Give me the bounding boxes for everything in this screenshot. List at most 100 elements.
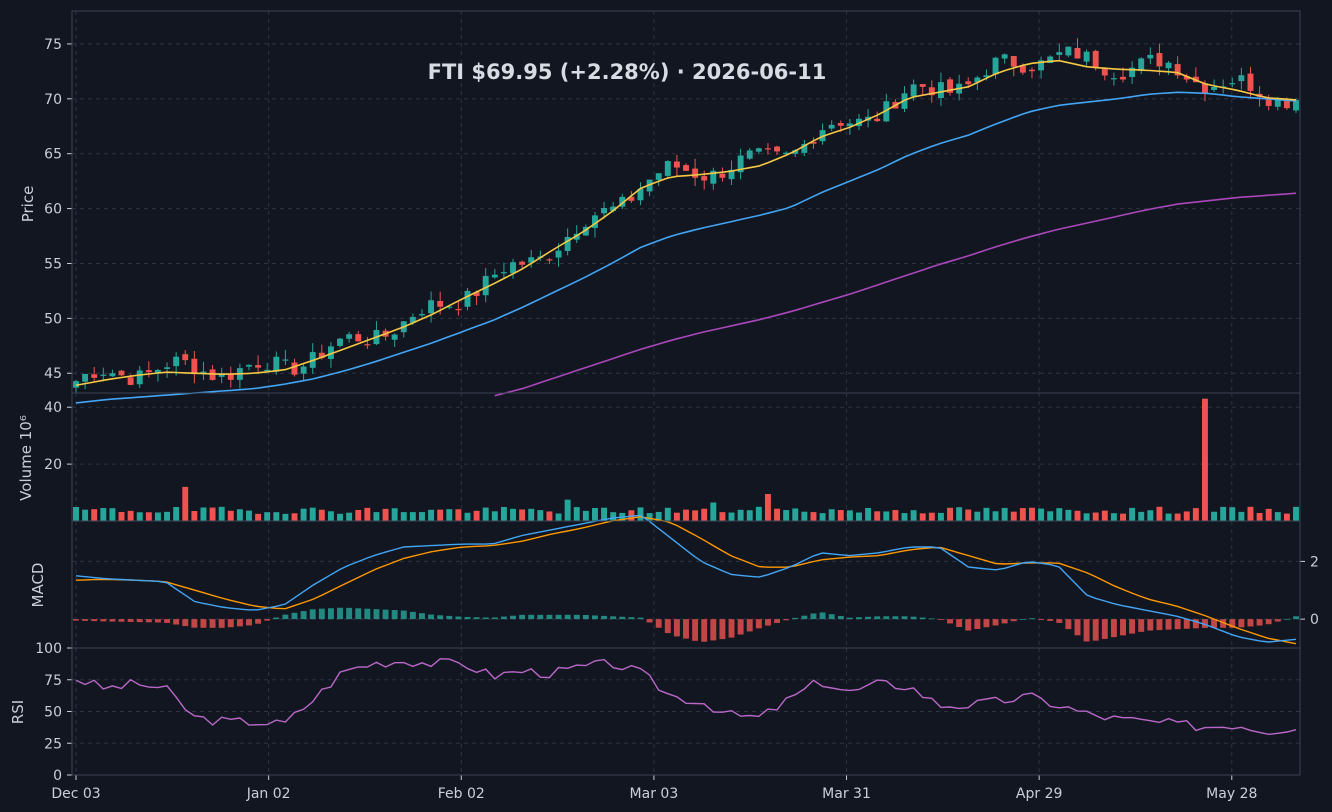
candle-body xyxy=(227,373,234,380)
candle-body xyxy=(437,300,444,307)
volume-bar xyxy=(519,509,526,521)
macd-histogram-bar xyxy=(1211,619,1218,628)
candle-body xyxy=(264,369,271,371)
macd-histogram-bar xyxy=(728,619,735,638)
candle-body xyxy=(637,188,644,201)
volume-bar xyxy=(974,511,981,521)
volume-bar xyxy=(582,510,589,521)
volume-bar xyxy=(1029,507,1035,521)
candle-body xyxy=(109,373,116,377)
candle-body xyxy=(273,356,280,372)
macd-histogram-bar xyxy=(1229,619,1236,628)
macd-histogram-bar xyxy=(136,619,143,623)
macd-histogram-bar xyxy=(419,613,425,620)
candle-body xyxy=(1201,83,1208,94)
volume-bar xyxy=(136,512,143,521)
macd-histogram-bar xyxy=(673,619,680,637)
price-panel xyxy=(73,38,1299,404)
volume-bar xyxy=(327,511,334,521)
volume-bar xyxy=(728,512,735,521)
macd-histogram-bar xyxy=(801,615,808,620)
macd-histogram-bar xyxy=(382,609,389,620)
volume-bar xyxy=(846,510,853,521)
candle-body xyxy=(91,374,98,378)
candle-body xyxy=(673,161,680,168)
volume-bar xyxy=(318,509,325,521)
volume-bar xyxy=(246,510,252,521)
volume-bar xyxy=(865,507,872,521)
candle-body xyxy=(801,143,808,153)
candle-body xyxy=(783,152,790,155)
candle-body xyxy=(1283,99,1290,109)
volume-bar xyxy=(1201,398,1208,521)
candle-body xyxy=(591,215,598,228)
macd-histogram-bar xyxy=(264,619,271,621)
macd-histogram-bar xyxy=(528,614,535,620)
macd-histogram-bar xyxy=(1110,619,1117,638)
volume-bar xyxy=(601,507,608,521)
macd-histogram-bar xyxy=(200,619,207,628)
macd-histogram-bar xyxy=(856,617,862,620)
macd-histogram-bar xyxy=(919,617,926,620)
volume-bar xyxy=(236,509,243,521)
volume-bar xyxy=(1256,512,1263,521)
volume-bar xyxy=(810,512,817,521)
macd-histogram-bar xyxy=(555,614,562,620)
macd-histogram-bar xyxy=(236,619,243,627)
candle-body xyxy=(1029,69,1035,72)
candle-body xyxy=(318,352,325,358)
macd-histogram-bar xyxy=(300,611,307,620)
macd-histogram-bar xyxy=(764,619,771,626)
candle-body xyxy=(1274,98,1281,107)
macd-histogram-bar xyxy=(628,617,635,620)
rsi-y-tick-label: 0 xyxy=(53,768,62,784)
macd-histogram-bar xyxy=(227,619,234,628)
macd-histogram-bar xyxy=(1038,619,1045,620)
candle-body xyxy=(528,257,535,263)
candle-body xyxy=(1174,64,1181,76)
volume-bar xyxy=(610,512,617,521)
volume-bar xyxy=(1174,513,1181,521)
macd-histogram-bar xyxy=(910,616,917,620)
macd-histogram-bar xyxy=(1201,619,1208,628)
volume-bar xyxy=(127,510,134,521)
candle-body xyxy=(601,208,608,214)
candle-body xyxy=(1092,50,1099,69)
volume-bar xyxy=(646,513,653,521)
candle-body xyxy=(828,124,835,129)
volume-bar xyxy=(710,502,717,521)
macd-panel xyxy=(73,514,1299,645)
candle-body xyxy=(1010,56,1017,67)
candle-body xyxy=(1038,60,1045,71)
volume-bar xyxy=(1083,513,1090,521)
volume-y-tick-label: 20 xyxy=(44,457,62,473)
volume-bar xyxy=(373,512,380,521)
macd-histogram-bar xyxy=(109,619,116,622)
macd-histogram-bar xyxy=(983,619,990,628)
price-axis-label: Price xyxy=(19,186,37,223)
macd-histogram-bar xyxy=(783,619,790,621)
macd-histogram-bar xyxy=(1293,616,1299,620)
candle-body xyxy=(1183,76,1190,80)
volume-bar xyxy=(673,512,680,521)
macd-histogram-bar xyxy=(1101,619,1108,639)
volume-bar xyxy=(428,509,435,521)
volume-bar xyxy=(1001,507,1008,521)
candle-body xyxy=(510,262,516,274)
volume-bar xyxy=(1211,511,1218,521)
macd-histogram-bar xyxy=(865,616,872,620)
macd-histogram-bar xyxy=(819,612,826,620)
candle-body xyxy=(774,146,781,152)
candle-body xyxy=(218,373,225,377)
volume-bar xyxy=(783,510,790,521)
candle-body xyxy=(719,173,726,178)
candle-body xyxy=(992,57,999,75)
macd-histogram-bar xyxy=(992,619,999,626)
macd-histogram-bar xyxy=(619,616,626,620)
volume-bar xyxy=(664,507,671,521)
candle-body xyxy=(346,334,353,339)
candle-body xyxy=(519,261,526,265)
candle-body xyxy=(1001,54,1008,59)
macd-histogram-bar xyxy=(1056,619,1063,623)
